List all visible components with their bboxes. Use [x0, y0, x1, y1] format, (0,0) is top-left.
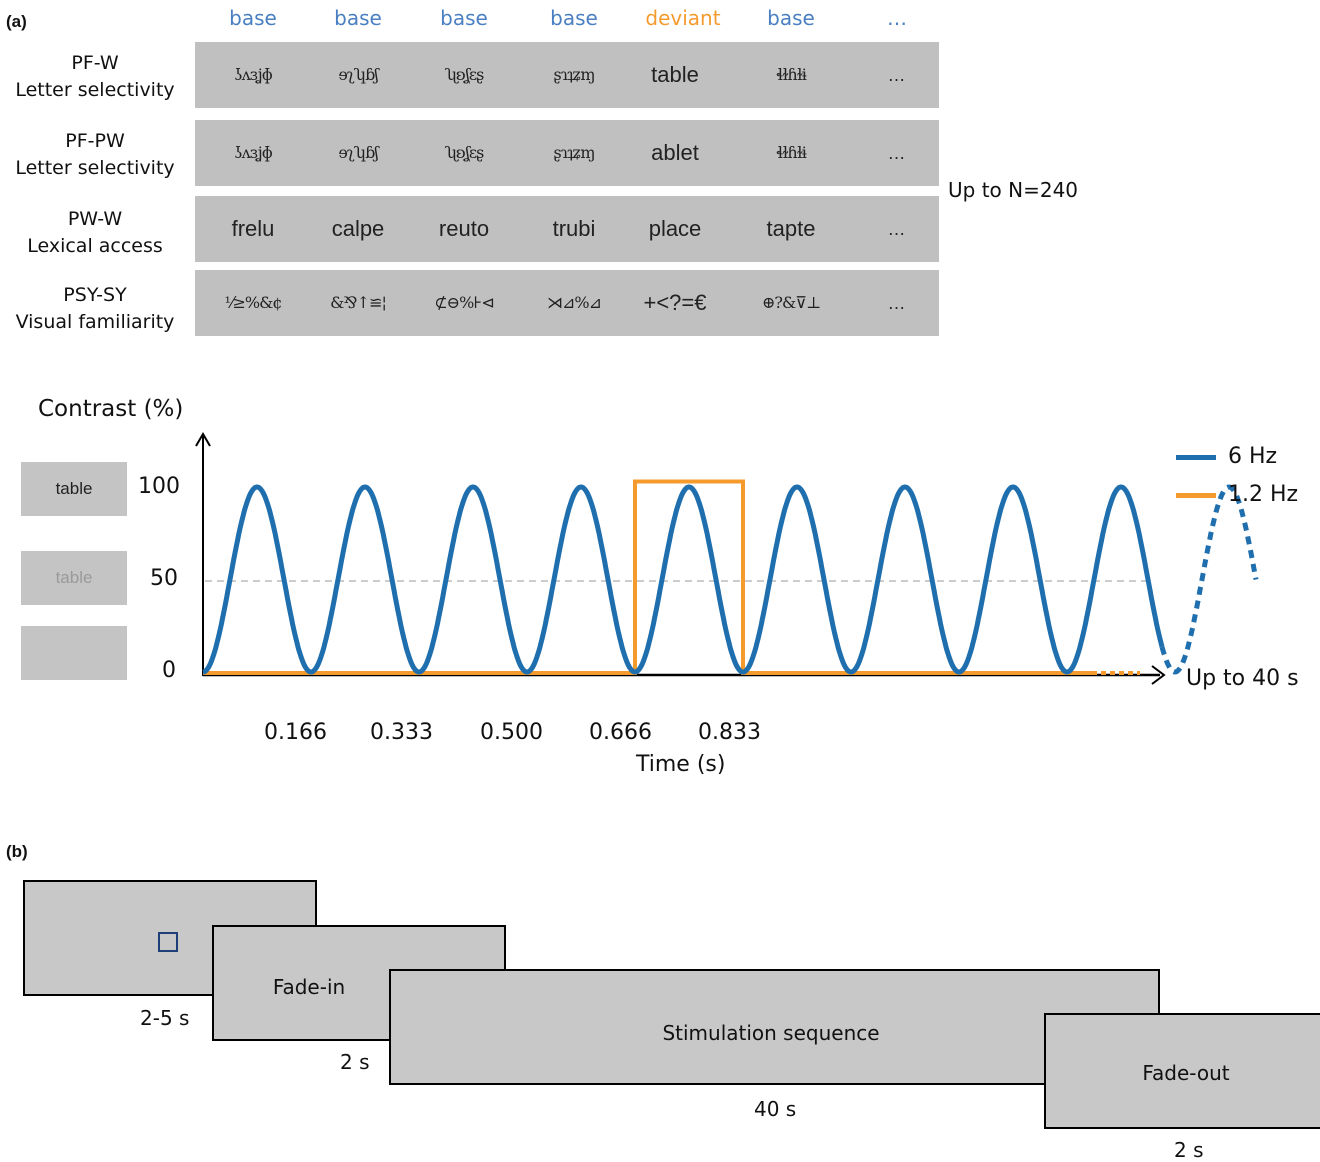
y-tick-label: 100 — [138, 474, 180, 499]
column-header: base — [767, 6, 815, 30]
y-axis-arrow — [195, 432, 211, 447]
column-header: base — [229, 6, 277, 30]
stimulus-cell: ʯʚʆɛʂ — [444, 143, 485, 162]
n-label: Up to N=240 — [948, 178, 1079, 202]
x-tick-label: 0.333 — [370, 720, 433, 745]
stimulus-row: frelu calpe reuto trubi place tapte … — [195, 196, 939, 262]
stimulus-cell: ⅟≥%&¢ — [224, 293, 282, 312]
stimulus-row: ʖʌɜʝɸ ɘʅʮɓʃ ʯʚʆɛʂ ʂɿʇʑɱ ablet ɬɫɦɫɨ … — [195, 120, 939, 186]
stimulus-cell: place — [648, 216, 702, 241]
panel-b-label: (b) — [6, 842, 28, 861]
stimulus-cell: ⋊⊿%⊿ — [546, 293, 602, 312]
stimulus-cell: ʖʌɜʝɸ — [234, 143, 273, 162]
column-header: … — [887, 6, 907, 30]
stimulus-cell: ɬɫɦɫɨ — [776, 65, 807, 84]
screen-label: Fade-out — [1142, 1061, 1230, 1085]
duration-label: 2 s — [1174, 1138, 1204, 1162]
base-continuation-dashed — [1159, 484, 1259, 675]
stimulus-cell: ʂɿʇʑɱ — [553, 143, 595, 162]
contrast-sample-full: table — [21, 462, 127, 516]
stimulus-cell: ɘʅʮɓʃ — [338, 143, 378, 162]
stimulus-cell: … — [887, 219, 907, 239]
row-subtitle: Lexical access — [27, 235, 163, 257]
legend-swatch-6hz — [1176, 455, 1216, 460]
column-header: base — [440, 6, 488, 30]
fixation-square-icon — [158, 932, 178, 952]
column-header: deviant — [645, 6, 721, 30]
column-header: base — [334, 6, 382, 30]
row-label-pw-w: PW-W Lexical access — [0, 206, 190, 260]
duration-label: 2 s — [340, 1050, 370, 1074]
stimulus-cell: +<?=€ — [643, 290, 707, 315]
column-header: base — [550, 6, 598, 30]
row-subtitle: Letter selectivity — [15, 79, 175, 101]
plot-marks — [201, 479, 1259, 675]
deviant-1-2hz-line — [203, 479, 1092, 675]
stimulus-cell: ablet — [651, 140, 699, 165]
legend-label: 1.2 Hz — [1228, 482, 1299, 507]
stimulus-cell: ⊄⊖%⊦⊲ — [434, 293, 495, 312]
stimulus-cell: ɘʅʮɓʃ — [338, 65, 378, 84]
stimulus-cell: ɬɫɦɫɨ — [776, 143, 807, 162]
row-subtitle: Letter selectivity — [15, 157, 175, 179]
x-tick-label: 0.500 — [480, 720, 543, 745]
x-axis-label: Time (s) — [636, 752, 726, 777]
screen-label: Stimulation sequence — [662, 1021, 880, 1045]
x-tick-label: 0.833 — [698, 720, 761, 745]
contrast-sample-half: table — [21, 551, 127, 605]
row-title: PW-W — [67, 208, 123, 230]
panel-a-label: (a) — [6, 12, 27, 31]
row-label-pf-w: PF-W Letter selectivity — [0, 50, 190, 104]
stimulus-cell: ʂɿʇʑɱ — [553, 65, 595, 84]
row-title: PSY-SY — [63, 284, 127, 306]
stimulus-cell: table — [651, 62, 699, 87]
row-subtitle: Visual familiarity — [15, 311, 175, 333]
stimulus-cell: trubi — [552, 216, 596, 241]
stimulus-cell: &⅋↑≌¦ — [330, 293, 387, 312]
legend-label: 6 Hz — [1228, 444, 1278, 469]
stimulus-cell: … — [887, 65, 907, 85]
base-6hz-line — [201, 484, 1165, 675]
stimulus-cell: … — [887, 143, 907, 163]
contrast-sample-blank — [21, 626, 127, 680]
screen-fade-out: Fade-out — [1044, 1013, 1320, 1129]
y-tick-label: 50 — [150, 566, 178, 591]
row-title: PF-W — [71, 52, 119, 74]
row-label-psy-sy: PSY-SY Visual familiarity — [0, 282, 190, 336]
stimulus-cell: reuto — [438, 216, 490, 241]
screen-label: Fade-in — [272, 975, 346, 999]
screen-stimulation: Stimulation sequence — [389, 969, 1160, 1085]
x-tick-label: 0.666 — [589, 720, 652, 745]
stimulus-row: ⅟≥%&¢ &⅋↑≌¦ ⊄⊖%⊦⊲ ⋊⊿%⊿ +<?=€ ⊕?&⊽⊥ … — [195, 270, 939, 336]
stimulus-row: ʖʌɜʝɸ ɘʅʮɓʃ ʯʚʆɛʂ ʂɿʇʑɱ table ɬɫɦɫɨ … — [195, 42, 939, 108]
x-end-label: Up to 40 s — [1186, 666, 1299, 691]
row-title: PF-PW — [65, 130, 125, 152]
x-axis-arrow — [1151, 665, 1166, 685]
legend-swatch-1-2hz — [1176, 493, 1216, 498]
x-tick-label: 0.166 — [264, 720, 327, 745]
row-label-pf-pw: PF-PW Letter selectivity — [0, 128, 190, 182]
stimulus-cell: frelu — [231, 216, 275, 241]
y-axis-label: Contrast (%) — [38, 396, 184, 422]
stimulus-cell: calpe — [331, 216, 385, 241]
stimulus-cell: ⊕?&⊽⊥ — [762, 293, 821, 312]
stimulus-cell: ʖʌɜʝɸ — [234, 65, 273, 84]
stimulus-cell: ʯʚʆɛʂ — [444, 65, 485, 84]
stimulus-cell: … — [887, 293, 907, 313]
stimulus-cell: tapte — [766, 216, 816, 241]
duration-label: 2-5 s — [140, 1006, 190, 1030]
duration-label: 40 s — [754, 1097, 797, 1121]
y-tick-label: 0 — [162, 658, 176, 683]
contrast-plot — [195, 432, 1259, 685]
